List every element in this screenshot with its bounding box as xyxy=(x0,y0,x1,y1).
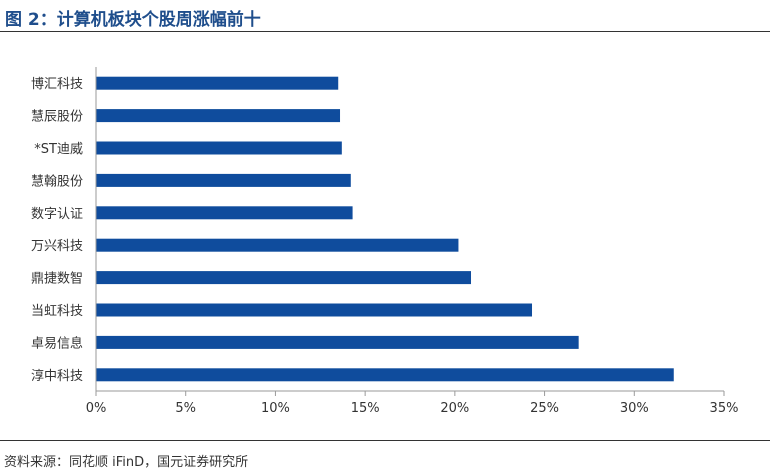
x-tick-label: 0% xyxy=(86,401,107,416)
source-note: 资料来源：同花顺 iFinD，国元证券研究所 xyxy=(4,455,249,470)
bar-group xyxy=(96,76,674,382)
bar xyxy=(96,206,353,220)
bar xyxy=(96,141,342,155)
category-label: 万兴科技 xyxy=(31,239,83,254)
footer-divider xyxy=(0,440,770,441)
category-label: 鼎捷数智 xyxy=(31,272,83,287)
figure-title: 图 2：计算机板块个股周涨幅前十 xyxy=(5,10,261,30)
x-tick-label: 25% xyxy=(530,401,559,416)
bar xyxy=(96,109,341,123)
bar xyxy=(96,238,459,252)
bar xyxy=(96,335,579,349)
category-label: 淳中科技 xyxy=(31,368,83,384)
x-axis: 0% 5% 10% 15% 20% 25% 30% 35% xyxy=(86,67,739,416)
x-tick-label: 10% xyxy=(261,401,290,416)
category-label: 博汇科技 xyxy=(31,77,83,92)
bar xyxy=(96,271,472,285)
category-label: 数字认证 xyxy=(31,207,83,222)
bar xyxy=(96,76,339,90)
bar xyxy=(96,173,351,187)
category-label: 当虹科技 xyxy=(31,304,83,319)
x-tick-label: 5% xyxy=(175,401,196,416)
category-label: 慧翰股份 xyxy=(31,173,83,189)
category-label: *ST迪威 xyxy=(34,142,83,157)
x-tick-label: 20% xyxy=(440,401,469,416)
title-divider xyxy=(0,31,770,32)
bar xyxy=(96,368,674,382)
bar xyxy=(96,303,533,317)
x-tick-label: 30% xyxy=(620,401,649,416)
x-tick-label: 35% xyxy=(710,401,739,416)
category-label: 卓易信息 xyxy=(31,335,83,351)
category-label: 慧辰股份 xyxy=(31,109,83,125)
x-tick-label: 15% xyxy=(351,401,380,416)
